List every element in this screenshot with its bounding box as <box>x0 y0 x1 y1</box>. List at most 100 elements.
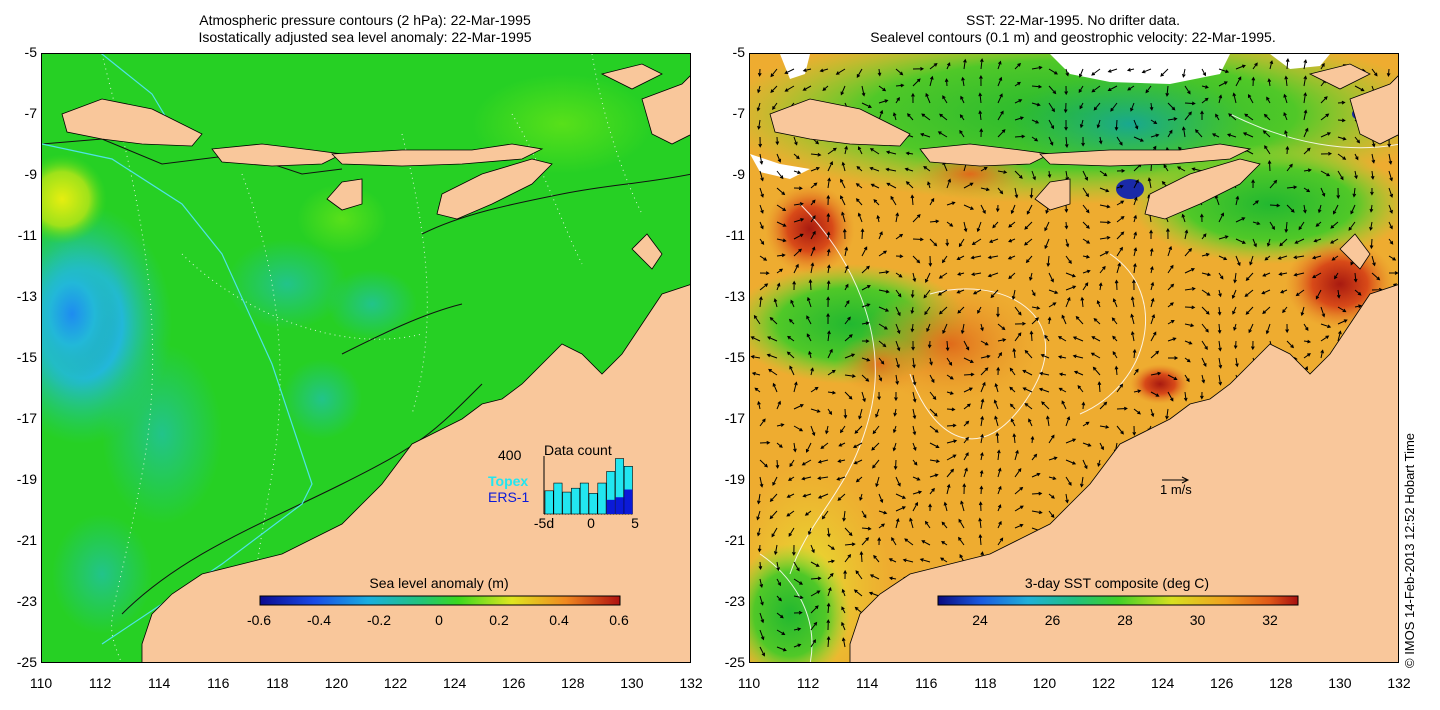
velocity-arrow <box>878 340 887 348</box>
sea-level-colorbar-tick: 0.6 <box>609 612 629 628</box>
velocity-arrow <box>905 181 914 189</box>
velocity-arrow <box>1075 315 1084 325</box>
sst-colorbar-tick: 28 <box>1117 612 1133 628</box>
velocity-arrow <box>841 621 846 631</box>
velocity-arrow <box>801 459 812 466</box>
velocity-arrow <box>1150 350 1160 359</box>
velocity-arrow <box>810 605 819 614</box>
velocity-arrow <box>826 280 831 291</box>
right-y-tick-label: -23 <box>724 593 745 609</box>
velocity-arrow <box>1022 369 1033 376</box>
velocity-arrow <box>771 527 778 538</box>
velocity-arrow <box>776 187 786 196</box>
velocity-arrow <box>925 92 931 104</box>
right-x-tick-label: 132 <box>1387 675 1411 691</box>
velocity-arrow <box>1201 85 1209 89</box>
velocity-arrow <box>784 68 795 74</box>
velocity-arrow <box>979 128 984 138</box>
velocity-arrow <box>750 355 761 359</box>
velocity-arrow <box>978 534 983 546</box>
velocity-arrow <box>1099 425 1110 429</box>
velocity-arrow <box>1047 316 1052 325</box>
velocity-arrow <box>924 520 931 529</box>
velocity-arrow <box>810 166 820 172</box>
velocity-arrow <box>1150 331 1157 342</box>
velocity-arrow <box>1082 187 1089 198</box>
australia-land <box>141 284 690 662</box>
velocity-arrow <box>840 195 846 206</box>
velocity-arrow <box>1099 235 1111 240</box>
left-x-tick-label: 122 <box>383 675 408 691</box>
velocity-arrow <box>1388 170 1393 182</box>
velocity-arrow <box>1303 75 1308 87</box>
velocity-arrow <box>860 228 865 240</box>
velocity-arrow <box>1303 147 1311 155</box>
velocity-arrow <box>1082 269 1091 274</box>
topex-count-bar <box>579 482 589 515</box>
velocity-arrow <box>1303 339 1312 344</box>
velocity-arrow <box>759 476 764 488</box>
velocity-arrow <box>958 536 965 546</box>
velocity-arrow <box>886 182 897 189</box>
velocity-arrow <box>1147 177 1152 189</box>
velocity-arrow <box>793 381 798 393</box>
velocity-arrow <box>1235 64 1246 70</box>
velocity-arrow <box>995 204 1000 213</box>
sst-colorbar-tick: 24 <box>972 612 988 628</box>
velocity-arrow <box>895 357 900 369</box>
velocity-arrow <box>841 161 846 172</box>
velocity-arrow <box>1073 370 1084 376</box>
velocity-arrow <box>1201 68 1206 77</box>
velocity-arrow <box>878 231 883 240</box>
velocity-arrow <box>838 442 846 447</box>
velocity-arrow <box>946 374 954 380</box>
velocity-arrow <box>826 296 831 308</box>
sea-level-colorbar-tick: 0.2 <box>489 612 509 628</box>
velocity-arrow <box>895 68 904 76</box>
velocity-arrow <box>911 340 915 351</box>
velocity-arrow <box>1320 132 1332 138</box>
velocity-arrow <box>810 215 816 223</box>
velocity-arrow <box>912 501 918 512</box>
velocity-arrow <box>1031 65 1043 70</box>
velocity-arrow <box>870 183 880 189</box>
data-count-histogram <box>543 456 634 515</box>
topex-count-bar <box>562 491 572 515</box>
velocity-arrow <box>793 442 797 453</box>
velocity-arrow <box>861 265 870 274</box>
velocity-arrow <box>921 113 931 121</box>
velocity-arrow <box>996 366 1001 376</box>
velocity-arrow <box>1009 367 1016 376</box>
velocity-arrow <box>817 459 829 464</box>
velocity-scale-label: 1 m/s <box>1160 482 1192 497</box>
velocity-arrow <box>1014 523 1024 529</box>
sst-colorbar-tick: 26 <box>1044 612 1061 628</box>
velocity-arrow <box>751 371 761 376</box>
velocity-arrow <box>891 536 897 546</box>
velocity-arrow <box>1285 58 1290 70</box>
velocity-arrow <box>946 391 954 395</box>
sea-level-colorbar-tick: -0.6 <box>246 612 272 628</box>
velocity-arrow <box>1031 102 1041 107</box>
velocity-arrow <box>929 459 940 463</box>
velocity-arrow <box>756 493 761 505</box>
velocity-arrow <box>1093 102 1101 111</box>
velocity-arrow <box>1112 351 1118 359</box>
velocity-arrow <box>793 610 803 615</box>
velocity-arrow <box>766 353 778 359</box>
velocity-arrow <box>839 425 846 434</box>
velocity-arrow <box>940 557 948 563</box>
velocity-arrow <box>963 420 970 427</box>
velocity-arrow <box>980 166 988 172</box>
velocity-arrow <box>1245 306 1254 315</box>
velocity-arrow <box>992 221 999 229</box>
velocity-arrow <box>859 493 863 501</box>
velocity-arrow <box>885 150 897 155</box>
velocity-arrow <box>1041 401 1050 410</box>
velocity-arrow <box>757 85 761 94</box>
velocity-arrow <box>776 612 784 619</box>
velocity-arrow <box>1369 238 1374 250</box>
velocity-arrow <box>978 517 982 529</box>
velocity-arrow <box>826 212 831 223</box>
velocity-arrow <box>980 415 984 427</box>
